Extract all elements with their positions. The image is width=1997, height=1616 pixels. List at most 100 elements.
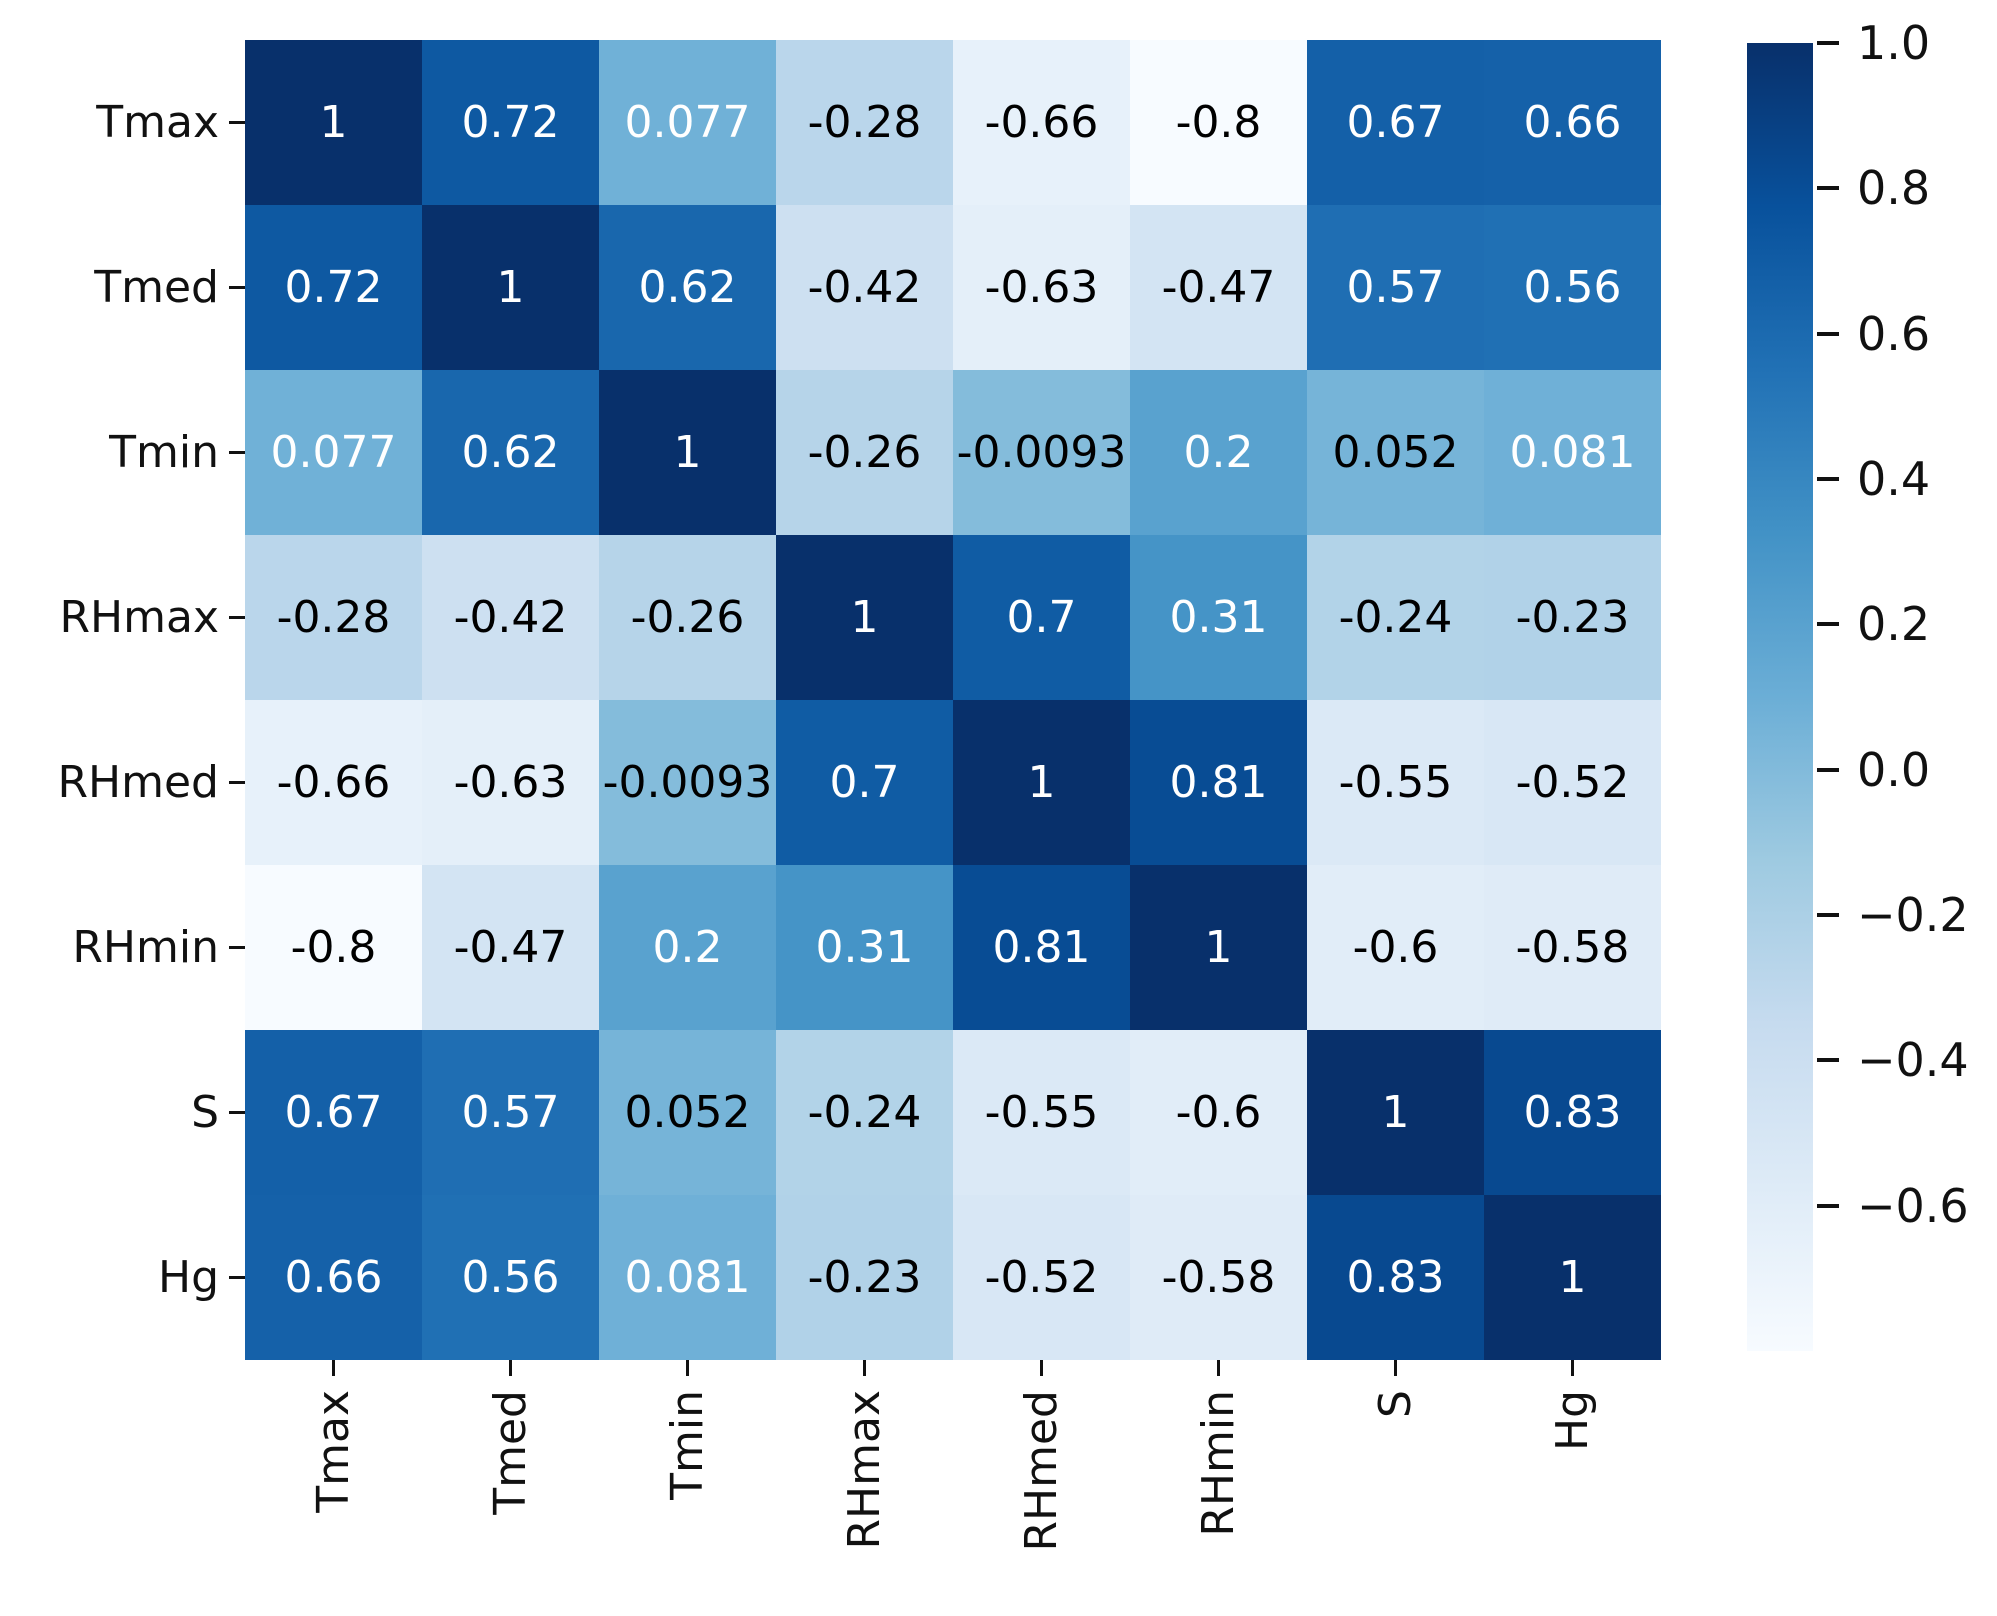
heatmap-cell-Tmed-Hg: 0.56 [1484, 205, 1661, 370]
y-tick-mark [229, 286, 245, 289]
heatmap-cell-Tmin-Hg: 0.081 [1484, 370, 1661, 535]
heatmap-cell-Tmed-RHmax: -0.42 [776, 205, 953, 370]
heatmap-cell-Hg-S: 0.83 [1307, 1195, 1484, 1360]
heatmap-cell-RHmed-Tmin: -0.0093 [599, 700, 776, 865]
heatmap-cell-Tmax-Tmax: 1 [245, 40, 422, 205]
x-tick-mark [1571, 1360, 1574, 1376]
y-tick-mark [229, 616, 245, 619]
colorbar: 1.0 0.8 0.6 0.4 0.2 0.0 −0.2 −0.4 −0.6 [1747, 20, 1969, 1351]
colorbar-tick-label: 0.6 [1857, 306, 1931, 361]
heatmap-grid: 1 0.72 0.077 -0.28 -0.66 -0.8 0.67 0.66 0.72 1 0.6… [245, 40, 1661, 1360]
y-tick-label-RHmed: RHmed [57, 756, 219, 808]
heatmap-cell-RHmin-Tmin: 0.2 [599, 865, 776, 1030]
heatmap-cell-Tmin-S: 0.052 [1307, 370, 1484, 535]
colorbar-tick-label: 0.4 [1857, 452, 1931, 506]
x-tick-label-S: S [1369, 1390, 1421, 1418]
heatmap-cell-Tmed-S: 0.57 [1307, 205, 1484, 370]
y-tick-label-RHmax: RHmax [59, 591, 219, 643]
heatmap-cell-RHmin-Tmed: -0.47 [422, 865, 599, 1030]
colorbar-tick-mark [1817, 1058, 1839, 1063]
x-tick-mark [863, 1360, 866, 1376]
heatmap-cell-S-S: 1 [1307, 1030, 1484, 1195]
y-tick-row-Tmax: Tmax [0, 40, 245, 205]
colorbar-tick-mark [1817, 913, 1839, 917]
heatmap-cell-RHmax-S: -0.24 [1307, 535, 1484, 700]
heatmap-cell-S-Hg: 0.83 [1484, 1030, 1661, 1195]
colorbar-tick-label: −0.4 [1857, 1033, 1969, 1088]
heatmap-cell-RHmed-RHmax: 0.7 [776, 700, 953, 865]
x-tick-col-Tmax: Tmax [245, 1360, 422, 1616]
x-tick-label-RHmin: RHmin [1192, 1390, 1244, 1537]
y-axis: Tmax Tmed Tmin RHmax RHmed RHmin S Hg [0, 40, 245, 1360]
heatmap-cell-Tmax-Hg: 0.66 [1484, 40, 1661, 205]
heatmap-cell-RHmax-RHmax: 1 [776, 535, 953, 700]
y-tick-row-S: S [0, 1030, 245, 1195]
heatmap-cell-Tmax-RHmin: -0.8 [1130, 40, 1307, 205]
colorbar-tick-mark [1817, 1203, 1839, 1208]
x-tick-col-S: S [1307, 1360, 1484, 1616]
colorbar-tick-mark [1817, 41, 1839, 45]
y-tick-label-RHmin: RHmin [72, 921, 219, 973]
heatmap-cell-Tmin-RHmin: 0.2 [1130, 370, 1307, 535]
y-tick-label-Tmax: Tmax [96, 96, 219, 148]
x-tick-label-Hg: Hg [1546, 1390, 1598, 1452]
heatmap-cell-Hg-Hg: 1 [1484, 1195, 1661, 1360]
heatmap-cell-RHmax-Tmax: -0.28 [245, 535, 422, 700]
x-tick-col-Tmin: Tmin [599, 1360, 776, 1616]
heatmap-cell-RHmax-RHmin: 0.31 [1130, 535, 1307, 700]
x-tick-label-RHmed: RHmed [1015, 1390, 1067, 1552]
heatmap-cell-RHmed-Tmed: -0.63 [422, 700, 599, 865]
heatmap-cell-S-Tmax: 0.67 [245, 1030, 422, 1195]
y-tick-mark [229, 451, 245, 454]
heatmap-cell-RHmin-S: -0.6 [1307, 865, 1484, 1030]
y-tick-row-RHmin: RHmin [0, 865, 245, 1030]
y-tick-mark [229, 946, 245, 949]
heatmap-cell-Tmed-RHmin: -0.47 [1130, 205, 1307, 370]
x-tick-col-Hg: Hg [1484, 1360, 1661, 1616]
heatmap-cell-RHmin-RHmin: 1 [1130, 865, 1307, 1030]
x-tick-mark [1394, 1360, 1397, 1376]
heatmap-cell-Tmin-Tmed: 0.62 [422, 370, 599, 535]
x-tick-label-Tmin: Tmin [661, 1390, 713, 1500]
heatmap-cell-Tmax-RHmax: -0.28 [776, 40, 953, 205]
heatmap-cell-RHmin-Hg: -0.58 [1484, 865, 1661, 1030]
y-tick-label-Tmed: Tmed [94, 261, 219, 313]
y-tick-row-Tmed: Tmed [0, 205, 245, 370]
heatmap-cell-Tmax-RHmed: -0.66 [953, 40, 1130, 205]
y-tick-mark [229, 1111, 245, 1114]
colorbar-tick-mark [1817, 186, 1839, 191]
heatmap-cell-Tmed-Tmin: 0.62 [599, 205, 776, 370]
colorbar-tick-label: −0.2 [1857, 888, 1969, 942]
colorbar-tick-mark [1817, 767, 1839, 772]
heatmap-cell-S-RHmed: -0.55 [953, 1030, 1130, 1195]
heatmap-cell-Hg-RHmax: -0.23 [776, 1195, 953, 1360]
x-axis: Tmax Tmed Tmin RHmax RHmed RHmin S Hg [245, 1360, 1661, 1616]
heatmap-cell-RHmin-RHmed: 0.81 [953, 865, 1130, 1030]
colorbar-tick-label: −0.6 [1857, 1178, 1969, 1233]
x-tick-label-Tmed: Tmed [484, 1390, 536, 1515]
heatmap-cell-Tmed-Tmax: 0.72 [245, 205, 422, 370]
heatmap-cell-Tmax-Tmed: 0.72 [422, 40, 599, 205]
colorbar-tick-mark [1817, 477, 1839, 481]
x-tick-col-RHmax: RHmax [776, 1360, 953, 1616]
y-tick-mark [229, 1276, 245, 1279]
heatmap-cell-RHmax-Tmed: -0.42 [422, 535, 599, 700]
heatmap-cell-RHmed-S: -0.55 [1307, 700, 1484, 865]
heatmap-cell-Tmax-Tmin: 0.077 [599, 40, 776, 205]
y-tick-label-S: S [191, 1086, 219, 1138]
heatmap-cell-Hg-Tmed: 0.56 [422, 1195, 599, 1360]
y-tick-row-RHmed: RHmed [0, 700, 245, 865]
colorbar-gradient [1747, 43, 1813, 1351]
x-tick-col-Tmed: Tmed [422, 1360, 599, 1616]
y-tick-row-RHmax: RHmax [0, 535, 245, 700]
colorbar-tick-label: 0.2 [1857, 597, 1931, 652]
heatmap-cell-Tmax-S: 0.67 [1307, 40, 1484, 205]
y-tick-label-Tmin: Tmin [109, 426, 219, 478]
x-tick-mark [1217, 1360, 1220, 1376]
colorbar-tick-mark [1817, 622, 1839, 627]
colorbar-tick-label: 1.0 [1857, 16, 1931, 70]
heatmap-cell-Hg-RHmed: -0.52 [953, 1195, 1130, 1360]
heatmap-cell-RHmax-RHmed: 0.7 [953, 535, 1130, 700]
heatmap-cell-Tmed-Tmed: 1 [422, 205, 599, 370]
